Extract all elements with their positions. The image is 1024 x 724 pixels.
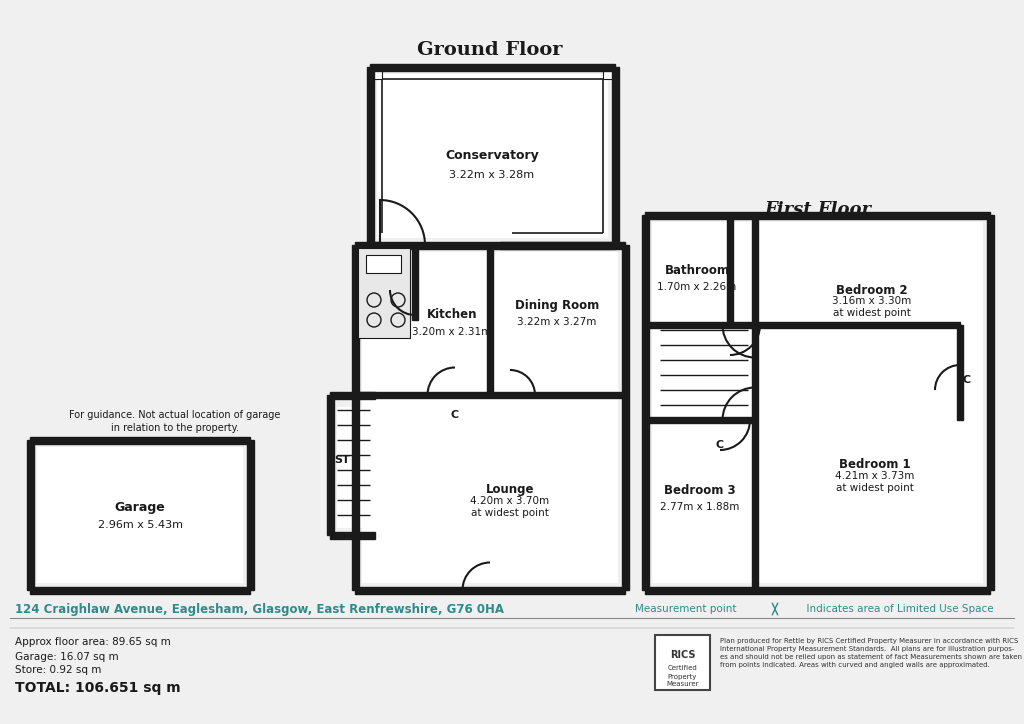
Bar [367, 67, 374, 245]
Bar [366, 255, 401, 273]
Bar [377, 74, 608, 238]
Text: 3.16m x 3.30m
at widest point: 3.16m x 3.30m at widest point [833, 296, 911, 318]
Text: Measurer: Measurer [667, 681, 698, 688]
Text: 1.70m x 2.26m: 1.70m x 2.26m [657, 282, 736, 292]
Text: RICS: RICS [670, 649, 695, 660]
Text: Bedroom 3: Bedroom 3 [665, 484, 736, 497]
Text: Measurement point: Measurement point [635, 604, 736, 614]
Bar [957, 325, 963, 420]
Bar [30, 437, 250, 444]
Bar [362, 252, 618, 583]
Text: in relation to the property.: in relation to the property. [111, 423, 239, 433]
Bar [412, 245, 418, 320]
Bar [327, 395, 334, 535]
Bar [727, 215, 733, 325]
Text: ST: ST [334, 455, 350, 465]
Bar [611, 67, 618, 245]
Bar [355, 586, 625, 594]
Text: Garage: Garage [115, 500, 165, 513]
Text: Certified: Certified [668, 665, 697, 670]
Bar [645, 417, 755, 423]
Text: C: C [451, 410, 459, 420]
Text: Store: 0.92 sq m: Store: 0.92 sq m [15, 665, 101, 675]
Text: Garage: 16.07 sq m: Garage: 16.07 sq m [15, 652, 119, 662]
Text: For guidance. Not actual location of garage: For guidance. Not actual location of gar… [70, 410, 281, 420]
Text: Indicates area of Limited Use Space: Indicates area of Limited Use Space [800, 604, 993, 614]
Bar [370, 67, 382, 79]
Text: Property: Property [668, 673, 697, 680]
Text: Conservatory: Conservatory [445, 148, 539, 161]
Bar [641, 215, 648, 590]
Bar [351, 245, 358, 590]
Text: 3.22m x 3.28m: 3.22m x 3.28m [450, 170, 535, 180]
Bar [247, 440, 254, 590]
Bar [370, 64, 615, 70]
Bar [652, 222, 983, 583]
Text: C: C [963, 375, 971, 385]
Bar [655, 635, 710, 690]
Bar [330, 392, 375, 398]
Text: Dining Room: Dining Room [515, 298, 599, 311]
Bar [487, 245, 493, 395]
Bar [355, 392, 625, 398]
Text: 2.96m x 5.43m: 2.96m x 5.43m [97, 520, 182, 530]
Bar [355, 242, 625, 248]
Text: First Floor: First Floor [765, 201, 871, 219]
Bar [358, 248, 410, 338]
Text: Bedroom 1: Bedroom 1 [840, 458, 910, 471]
Bar [645, 586, 990, 594]
Text: Kitchen: Kitchen [427, 308, 477, 321]
Bar [603, 67, 615, 79]
Bar [37, 447, 243, 583]
Bar [27, 440, 34, 590]
Text: TOTAL: 106.651 sq m: TOTAL: 106.651 sq m [15, 681, 180, 695]
Text: 4.21m x 3.73m
at widest point: 4.21m x 3.73m at widest point [836, 471, 914, 493]
Bar [645, 211, 990, 219]
Bar [500, 242, 615, 248]
Bar [645, 322, 755, 328]
Text: 3.20m x 2.31m: 3.20m x 2.31m [413, 327, 492, 337]
Text: 2.77m x 1.88m: 2.77m x 1.88m [660, 502, 739, 512]
Bar [755, 322, 961, 328]
Bar [752, 215, 758, 590]
Bar [30, 586, 250, 594]
Bar [330, 531, 375, 539]
Bar [986, 215, 993, 590]
Text: Lounge: Lounge [485, 484, 535, 497]
Bar [370, 242, 380, 248]
Text: 4.20m x 3.70m
at widest point: 4.20m x 3.70m at widest point [470, 496, 550, 518]
Text: Plan produced for Rettle by RICS Certified Property Measurer in accordance with : Plan produced for Rettle by RICS Certifi… [720, 638, 1022, 668]
Text: Bedroom 2: Bedroom 2 [837, 284, 908, 297]
Text: 3.22m x 3.27m: 3.22m x 3.27m [517, 317, 597, 327]
Bar [622, 245, 629, 590]
Text: Approx floor area: 89.65 sq m: Approx floor area: 89.65 sq m [15, 637, 171, 647]
Text: Ground Floor: Ground Floor [417, 41, 563, 59]
Bar [337, 407, 368, 528]
Text: 124 Craighlaw Avenue, Eaglesham, Glasgow, East Renfrewshire, G76 0HA: 124 Craighlaw Avenue, Eaglesham, Glasgow… [15, 602, 504, 615]
Text: Bathroom: Bathroom [665, 264, 729, 277]
Text: C: C [716, 440, 724, 450]
